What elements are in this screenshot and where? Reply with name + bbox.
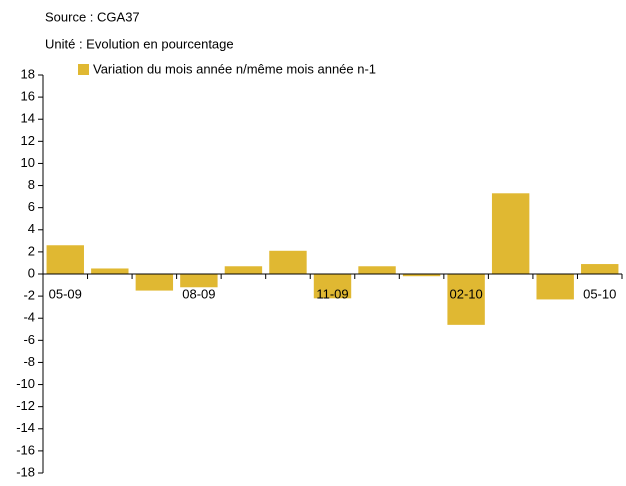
y-tick-label: -18 bbox=[16, 464, 35, 479]
bar bbox=[581, 264, 619, 274]
x-tick-label: 05-10 bbox=[583, 286, 616, 301]
bar bbox=[402, 274, 441, 277]
x-tick-label: 02-10 bbox=[449, 286, 482, 301]
y-tick-label: -6 bbox=[23, 332, 35, 347]
y-tick-label: -4 bbox=[23, 310, 35, 325]
bar bbox=[224, 266, 263, 274]
bar bbox=[180, 274, 218, 288]
y-tick-label: 6 bbox=[28, 199, 35, 214]
y-tick-label: -12 bbox=[16, 398, 35, 413]
y-tick-label: 8 bbox=[28, 177, 35, 192]
y-tick-label: -16 bbox=[16, 442, 35, 457]
y-tick-label: -10 bbox=[16, 376, 35, 391]
bar bbox=[91, 268, 129, 274]
y-tick-label: -2 bbox=[23, 288, 35, 303]
x-tick-label: 08-09 bbox=[182, 286, 215, 301]
source: Source : CGA37 bbox=[45, 9, 140, 24]
bar bbox=[135, 274, 174, 291]
bar bbox=[536, 274, 574, 300]
bar bbox=[46, 245, 84, 274]
y-tick-label: 18 bbox=[21, 66, 35, 81]
bar bbox=[358, 266, 396, 274]
y-tick-label: -8 bbox=[23, 354, 35, 369]
y-tick-label: 14 bbox=[21, 111, 35, 126]
y-tick-label: 10 bbox=[21, 155, 35, 170]
bar bbox=[269, 250, 307, 274]
x-tick-label: 05-09 bbox=[49, 286, 82, 301]
bar bbox=[491, 193, 530, 274]
y-tick-label: -14 bbox=[16, 420, 35, 435]
y-tick-label: 4 bbox=[28, 221, 35, 236]
bar bbox=[313, 274, 352, 299]
x-tick-label: 11-09 bbox=[316, 286, 348, 301]
unit: Unité : Evolution en pourcentage bbox=[45, 36, 234, 51]
y-tick-label: 0 bbox=[28, 265, 35, 280]
legend-swatch bbox=[78, 64, 89, 75]
y-tick-label: 2 bbox=[28, 243, 35, 258]
y-tick-label: 16 bbox=[21, 89, 35, 104]
y-tick-label: 12 bbox=[21, 133, 35, 148]
bar bbox=[447, 274, 485, 325]
legend-label: Variation du mois année n/même mois anné… bbox=[93, 61, 376, 76]
